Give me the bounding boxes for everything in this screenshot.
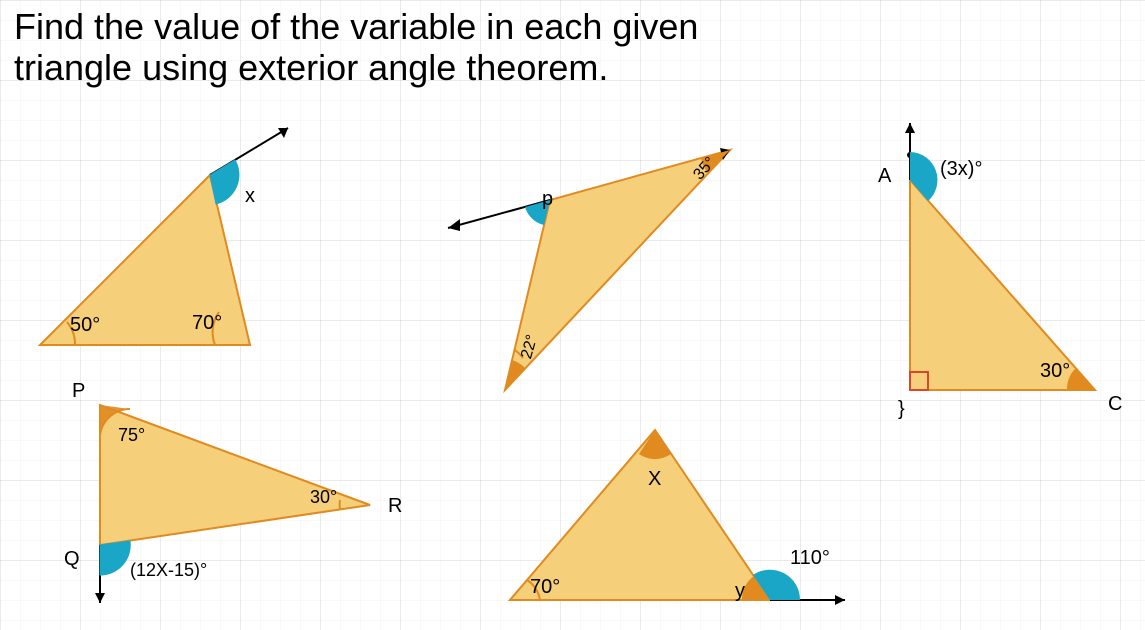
t2-R: R	[388, 495, 402, 518]
triangle-2	[40, 375, 410, 615]
worksheet: Find the value of the variable in each g…	[0, 0, 1145, 630]
t4-ext-110: 110°	[790, 547, 830, 570]
t5-C: C	[1108, 393, 1122, 416]
title-line-1: Find the value of the variable in each g…	[14, 6, 698, 47]
t5-B: }	[898, 398, 905, 421]
t4-angle-top: X	[648, 468, 661, 491]
t2-angle-P: 75°	[118, 425, 145, 446]
t2-P: P	[72, 380, 85, 403]
t3-ext-p: p	[542, 188, 553, 211]
page-title: Find the value of the variable in each g…	[14, 6, 698, 89]
t5-angle-C: 30°	[1040, 360, 1070, 383]
t1-angle-left: 50°	[70, 314, 100, 337]
t2-ext-label: (12X-15)°	[130, 560, 207, 581]
triangle-5	[870, 115, 1130, 420]
t2-angle-R: 30°	[310, 487, 337, 508]
t1-ext-x: x	[245, 185, 255, 208]
t5-ext-label: (3x)°	[940, 158, 982, 181]
t5-A: A	[878, 165, 891, 188]
triangle-3	[430, 115, 780, 405]
t1-angle-right: 70°	[192, 312, 222, 335]
t4-angle-left: 70°	[530, 576, 560, 599]
t4-ext-y: y	[735, 580, 745, 603]
t2-Q: Q	[64, 548, 80, 571]
title-line-2: triangle using exterior angle theorem.	[14, 47, 608, 88]
